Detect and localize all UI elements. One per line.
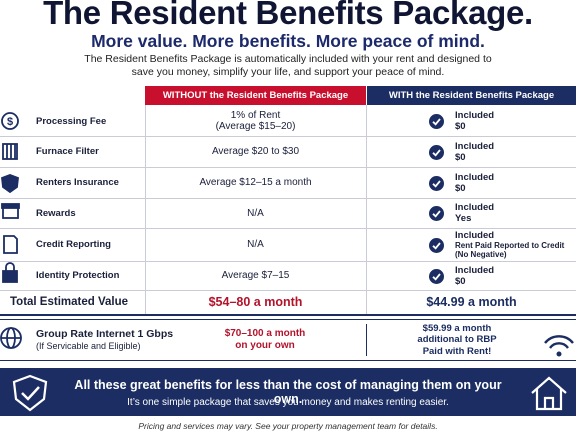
row-label: Processing Fee <box>36 106 146 136</box>
cell-line: Average $12–15 a month <box>199 177 312 188</box>
cell-line: Included <box>455 202 495 213</box>
check <box>429 268 444 284</box>
cell-line: Included <box>455 110 495 121</box>
cell-line: Average $7–15 <box>221 270 290 281</box>
row-divider <box>0 167 576 168</box>
cell-line: Group Rate Internet 1 Gbps <box>36 328 174 340</box>
row-label: Credit Reporting <box>36 228 146 261</box>
without-cell: Average $12–15 a month <box>145 167 366 198</box>
cell-line: N/A <box>247 239 264 250</box>
cell-line: on your own <box>235 340 295 351</box>
subtitle: More value. More benefits. More peace of… <box>91 31 485 51</box>
house-icon <box>531 376 567 411</box>
total-without: $54–80 a month <box>208 294 303 309</box>
banner: All these great benefits for less than t… <box>0 368 576 416</box>
check-icon <box>429 268 444 284</box>
with-cell: Included $0 <box>455 106 576 136</box>
row-label: Identity Protection <box>36 261 146 290</box>
check-icon <box>429 175 444 191</box>
cell-line: Included <box>455 140 495 152</box>
without-cell: N/A <box>145 228 366 261</box>
row-divider <box>0 228 576 229</box>
cell-line: 1% of Rent <box>230 110 281 121</box>
cell-line: $0 <box>455 151 466 163</box>
footer: Pricing and services may vary. See your … <box>138 421 438 431</box>
check <box>429 237 444 253</box>
check-icon <box>429 237 444 253</box>
without-cell: Average $7–15 <box>145 261 366 290</box>
check <box>429 144 444 160</box>
check <box>429 206 444 221</box>
row-divider <box>0 261 576 262</box>
title: The Resident Benefits Package. <box>43 0 533 31</box>
check <box>429 114 444 129</box>
check <box>429 175 444 191</box>
row-divider <box>0 136 576 137</box>
check-icon <box>429 114 444 129</box>
col-divider <box>366 324 367 356</box>
intro-line: The Resident Benefits Package is automat… <box>84 53 492 65</box>
with-cell: Included Rent Paid Reported to Credit (No … <box>455 228 576 261</box>
with-cell: Included $0 <box>455 167 576 198</box>
cell-line: $0 <box>455 121 466 132</box>
internet-with: $59.99 a month additional to RBP Paid with… <box>367 320 547 360</box>
svg-text:$: $ <box>7 116 13 128</box>
cell-line: N/A <box>247 207 264 219</box>
cell-line: $70–100 a month <box>224 328 306 339</box>
cell-line: $0 <box>455 182 466 194</box>
col-divider <box>366 105 367 314</box>
with-cell: Included $0 <box>455 261 576 290</box>
header-without: WITHOUT the Resident Benefits Package <box>145 86 366 105</box>
cell-line: Paid with Rent! <box>422 345 492 357</box>
cell-line: Rewards <box>36 207 76 219</box>
cell-line: Rent Paid Reported to Credit <box>455 240 565 250</box>
cell-line: Included <box>455 229 495 241</box>
without-cell: Average $20 to $30 <box>145 136 366 167</box>
total-label: Total Estimated Value <box>10 295 129 308</box>
cell-line: (No Negative) <box>455 250 507 259</box>
section-divider <box>0 360 576 361</box>
row-label: Furnace Filter <box>36 136 146 167</box>
row-label: Rewards <box>36 198 146 228</box>
cell-line: Credit Reporting <box>36 239 111 250</box>
intro: The Resident Benefits Package is automat… <box>0 53 576 79</box>
cell-line: Yes <box>455 213 472 224</box>
cell-line: $59.99 a month <box>422 322 492 334</box>
row-label: Renters Insurance <box>36 167 146 198</box>
banner-text: It’s one simple package that saves you m… <box>127 397 449 408</box>
without-cell: N/A <box>145 198 366 228</box>
cell-line: additional to RBP <box>417 334 497 346</box>
intro-line: save you money, simplify your life, and … <box>131 66 445 78</box>
cell-line: Furnace Filter <box>36 146 99 157</box>
row-divider <box>0 290 576 291</box>
col-divider <box>145 105 146 314</box>
cell-line: (Average $15–20) <box>215 121 296 132</box>
internet-label: Group Rate Internet 1 Gbps (If Servicable… <box>36 322 186 358</box>
with-cell: Included Yes <box>455 198 576 228</box>
cell-line: Included <box>455 264 495 276</box>
cell-line: Processing Fee <box>36 115 107 127</box>
internet-without: $70–100 a month on your own <box>185 322 345 358</box>
header-with: WITH the Resident Benefits Package <box>367 86 576 105</box>
with-cell: Included $0 <box>455 136 576 167</box>
cell-line: Renters Insurance <box>36 177 119 188</box>
section-divider <box>0 319 576 320</box>
cell-line: Included <box>455 171 495 183</box>
section-divider <box>0 314 576 316</box>
shield-icon <box>12 374 48 412</box>
cell-line: Average $20 to $30 <box>211 146 300 157</box>
cell-line: (If Servicable and Eligible) <box>36 341 141 351</box>
total-with: $44.99 a month <box>426 294 517 309</box>
cell-line: $0 <box>455 275 466 287</box>
check-icon <box>429 206 444 221</box>
row-divider <box>0 198 576 199</box>
cell-line: Identity Protection <box>36 270 120 281</box>
banner-headline: All these great benefits for less than t… <box>74 378 502 406</box>
without-cell: 1% of Rent (Average $15–20) <box>145 106 366 136</box>
check-icon <box>429 144 444 160</box>
